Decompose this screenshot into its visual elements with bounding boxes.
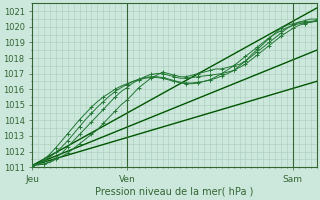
X-axis label: Pression niveau de la mer( hPa ): Pression niveau de la mer( hPa ): [95, 187, 253, 197]
